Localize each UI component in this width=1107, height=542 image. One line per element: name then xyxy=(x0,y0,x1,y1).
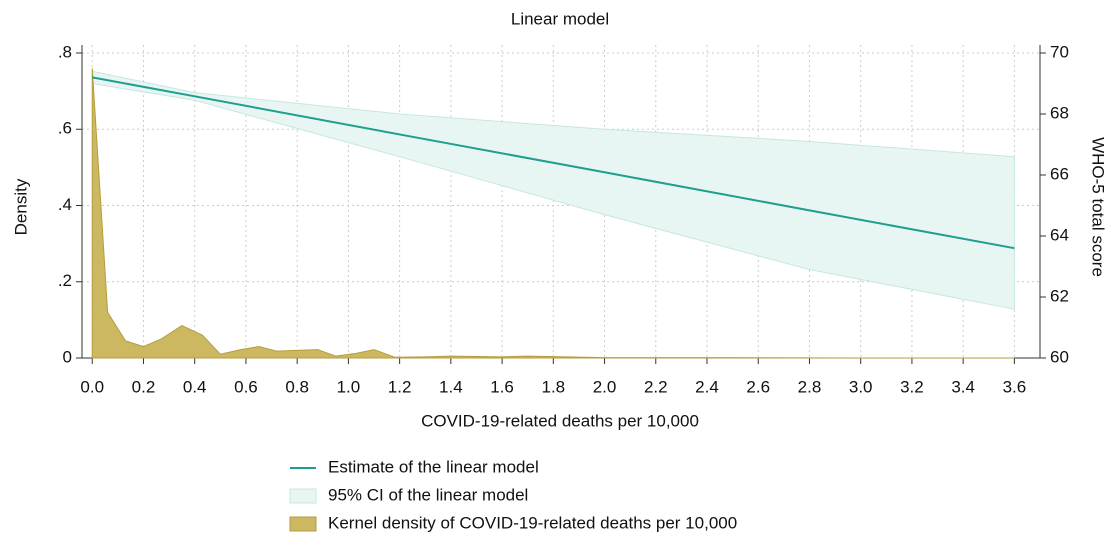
x-tick-label: 0.6 xyxy=(234,377,258,396)
x-tick-label: 2.4 xyxy=(695,377,719,396)
x-tick-label: 0.4 xyxy=(183,377,207,396)
x-tick-label: 2.8 xyxy=(798,377,822,396)
y2-axis-label: WHO-5 total score xyxy=(1089,137,1107,277)
density-area xyxy=(91,68,1015,359)
y2-tick-label: 70 xyxy=(1050,42,1069,61)
x-tick-label: 0.8 xyxy=(285,377,309,396)
y2-tick-label: 64 xyxy=(1050,225,1069,244)
x-tick-label: 1.8 xyxy=(541,377,565,396)
x-tick-label: 0.0 xyxy=(80,377,104,396)
x-tick-label: 2.6 xyxy=(746,377,770,396)
x-tick-label: 3.2 xyxy=(900,377,924,396)
x-tick-label: 1.2 xyxy=(388,377,412,396)
y-tick-label: .2 xyxy=(58,271,72,290)
x-tick-label: 2.2 xyxy=(644,377,668,396)
legend-label: 95% CI of the linear model xyxy=(328,485,528,504)
y-tick-label: .6 xyxy=(58,119,72,138)
y2-tick-label: 68 xyxy=(1050,103,1069,122)
ci-band xyxy=(91,70,1015,310)
legend-swatch xyxy=(289,516,317,532)
x-tick-label: 1.4 xyxy=(439,377,463,396)
legend-label: Kernel density of COVID-19-related death… xyxy=(328,513,737,532)
y-tick-label: 0 xyxy=(63,347,72,366)
x-tick-label: 3.6 xyxy=(1003,377,1027,396)
y-axis-label: Density xyxy=(11,178,30,235)
y-tick-label: .4 xyxy=(58,195,72,214)
line xyxy=(92,76,1015,250)
y-tick-label: .8 xyxy=(58,42,72,61)
y2-tick-label: 66 xyxy=(1050,164,1069,183)
x-tick-label: 1.6 xyxy=(490,377,514,396)
x-tick-label: 1.0 xyxy=(337,377,361,396)
y2-tick-label: 60 xyxy=(1050,347,1069,366)
x-tick-label: 2.0 xyxy=(593,377,617,396)
legend-swatch xyxy=(289,488,317,504)
x-tick-label: 3.0 xyxy=(849,377,873,396)
x-axis-label: COVID-19-related deaths per 10,000 xyxy=(421,411,699,430)
x-tick-label: 3.4 xyxy=(951,377,975,396)
chart-title: Linear model xyxy=(511,9,609,28)
legend-label: Estimate of the linear model xyxy=(328,457,539,476)
y2-tick-label: 62 xyxy=(1050,286,1069,305)
x-tick-label: 0.2 xyxy=(132,377,156,396)
